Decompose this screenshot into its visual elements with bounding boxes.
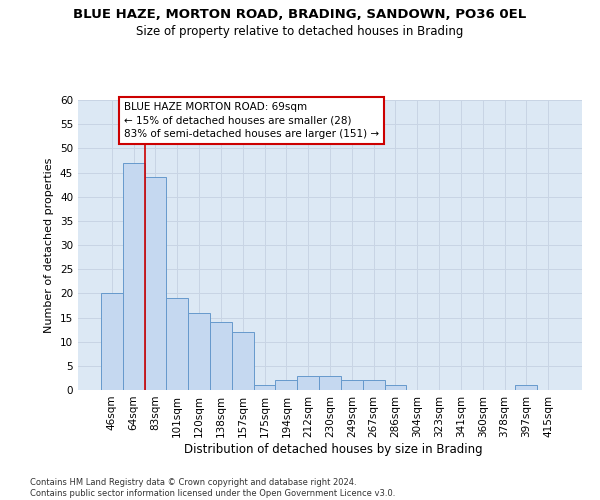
Bar (145, 178, 166, 390)
Text: Distribution of detached houses by size in Brading: Distribution of detached houses by size … (184, 442, 482, 456)
Bar (385, 385, 406, 390)
Bar (515, 385, 537, 390)
Bar (101, 294, 123, 390)
Bar (297, 376, 319, 390)
Text: Contains HM Land Registry data © Crown copyright and database right 2024.
Contai: Contains HM Land Registry data © Crown c… (30, 478, 395, 498)
Y-axis label: Number of detached properties: Number of detached properties (44, 158, 55, 332)
Text: Size of property relative to detached houses in Brading: Size of property relative to detached ho… (136, 25, 464, 38)
Bar (166, 298, 188, 390)
Bar (319, 376, 341, 390)
Bar (254, 385, 275, 390)
Bar (123, 163, 145, 390)
Bar (341, 380, 363, 390)
Text: BLUE HAZE MORTON ROAD: 69sqm
← 15% of detached houses are smaller (28)
83% of se: BLUE HAZE MORTON ROAD: 69sqm ← 15% of de… (124, 102, 379, 139)
Bar (210, 322, 232, 390)
Text: BLUE HAZE, MORTON ROAD, BRADING, SANDOWN, PO36 0EL: BLUE HAZE, MORTON ROAD, BRADING, SANDOWN… (73, 8, 527, 20)
Bar (275, 380, 297, 390)
Bar (363, 380, 385, 390)
Bar (232, 332, 254, 390)
Bar (188, 312, 210, 390)
